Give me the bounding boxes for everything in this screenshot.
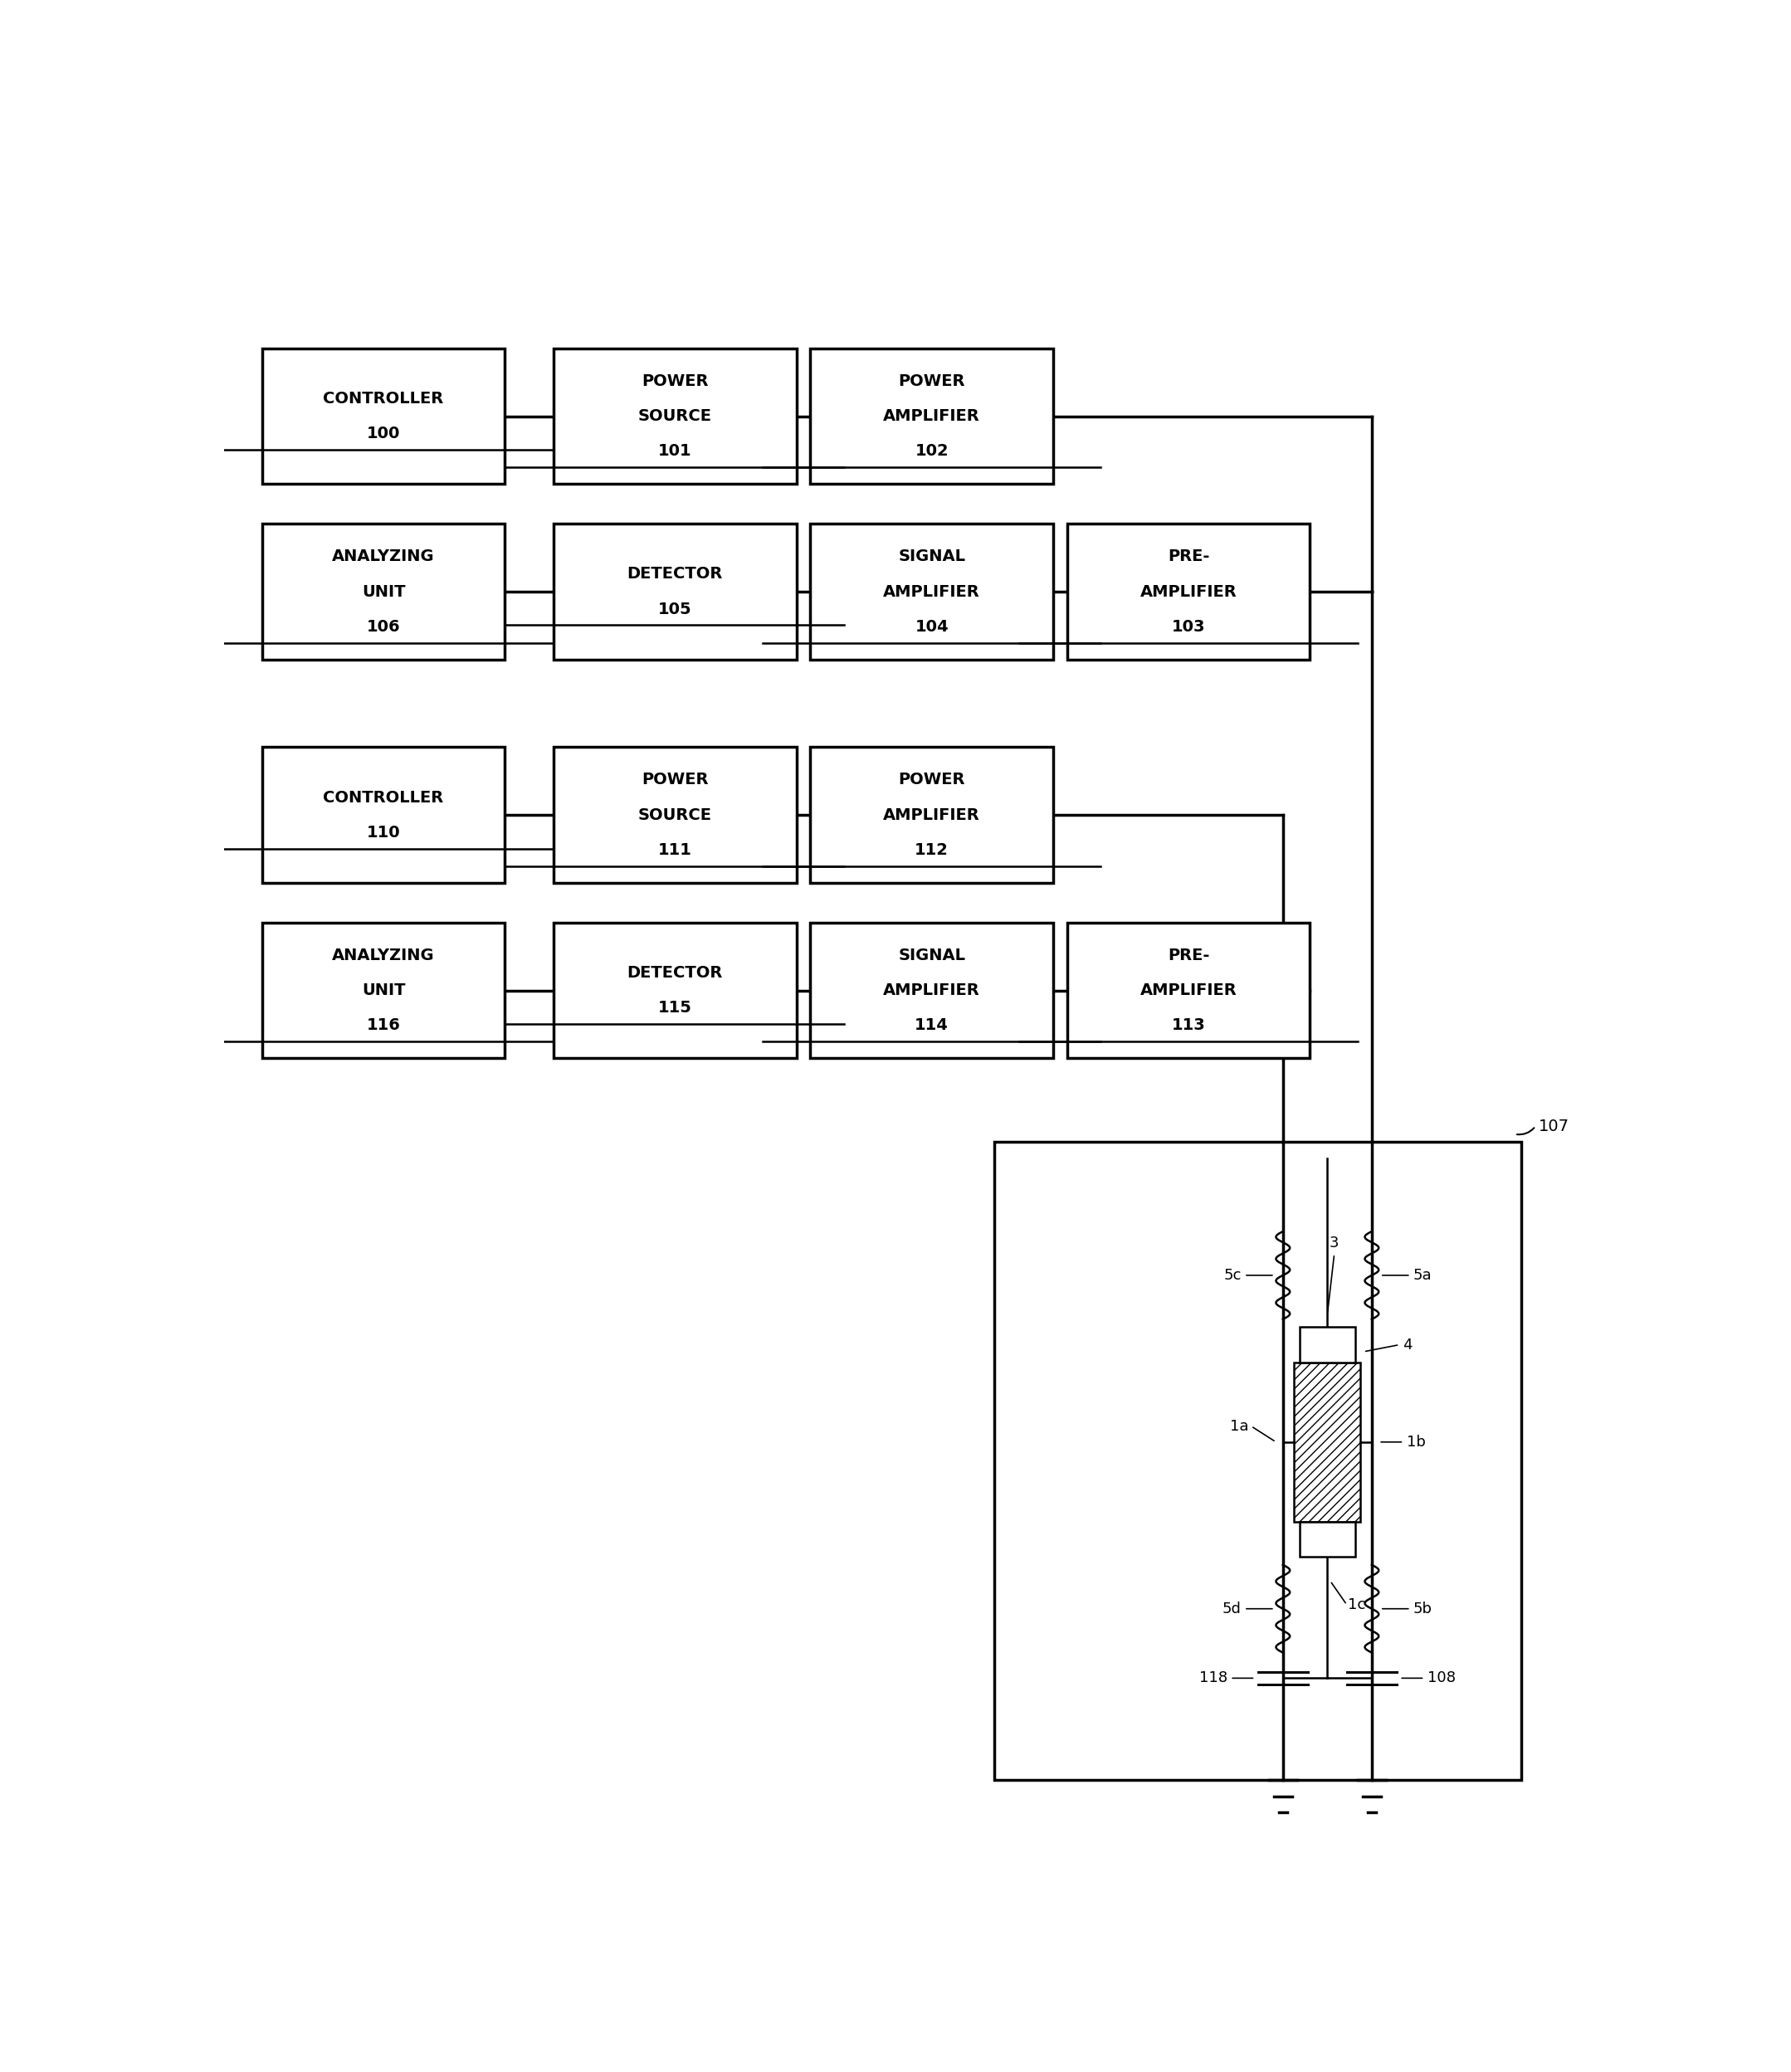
Bar xyxy=(1300,1328,1356,1361)
Text: SIGNAL: SIGNAL xyxy=(897,549,965,564)
Bar xyxy=(810,922,1053,1059)
Bar xyxy=(553,524,797,659)
Bar xyxy=(261,524,505,659)
Text: 101: 101 xyxy=(657,443,691,460)
Text: 112: 112 xyxy=(915,841,949,858)
Text: UNIT: UNIT xyxy=(362,584,405,599)
Bar xyxy=(261,922,505,1059)
Text: 3: 3 xyxy=(1329,1235,1340,1251)
Text: 110: 110 xyxy=(367,825,401,841)
Text: DETECTOR: DETECTOR xyxy=(627,566,724,582)
Text: 100: 100 xyxy=(367,427,399,441)
Text: SOURCE: SOURCE xyxy=(638,408,711,425)
Text: 1b: 1b xyxy=(1406,1434,1426,1450)
Text: AMPLIFIER: AMPLIFIER xyxy=(883,982,980,999)
Bar xyxy=(261,348,505,485)
Text: 5a: 5a xyxy=(1413,1268,1433,1283)
Bar xyxy=(810,348,1053,485)
Text: 104: 104 xyxy=(915,620,949,634)
Text: DETECTOR: DETECTOR xyxy=(627,966,724,980)
Bar xyxy=(553,922,797,1059)
Text: 113: 113 xyxy=(1171,1017,1205,1034)
Text: 107: 107 xyxy=(1538,1119,1569,1133)
Bar xyxy=(1067,922,1309,1059)
Bar xyxy=(1300,1521,1356,1556)
Text: 5c: 5c xyxy=(1223,1268,1241,1283)
Text: 102: 102 xyxy=(915,443,949,460)
Bar xyxy=(261,748,505,883)
Bar xyxy=(553,748,797,883)
Text: 1c: 1c xyxy=(1349,1598,1367,1612)
Text: POWER: POWER xyxy=(641,773,709,787)
Bar xyxy=(1067,524,1309,659)
Text: POWER: POWER xyxy=(899,373,965,390)
Bar xyxy=(1295,1361,1361,1521)
Text: AMPLIFIER: AMPLIFIER xyxy=(1141,584,1238,599)
Text: UNIT: UNIT xyxy=(362,982,405,999)
Text: CONTROLLER: CONTROLLER xyxy=(322,789,444,806)
Bar xyxy=(994,1142,1522,1780)
Text: 5d: 5d xyxy=(1221,1602,1241,1616)
Text: 1a: 1a xyxy=(1230,1419,1248,1434)
Text: CONTROLLER: CONTROLLER xyxy=(322,392,444,406)
Text: AMPLIFIER: AMPLIFIER xyxy=(1141,982,1238,999)
Text: 118: 118 xyxy=(1200,1670,1227,1687)
Text: PRE-: PRE- xyxy=(1168,549,1209,564)
Text: SIGNAL: SIGNAL xyxy=(897,947,965,963)
Bar xyxy=(553,348,797,485)
Text: AMPLIFIER: AMPLIFIER xyxy=(883,808,980,823)
Bar xyxy=(810,748,1053,883)
Text: 116: 116 xyxy=(367,1017,401,1034)
Bar xyxy=(810,524,1053,659)
Text: 5b: 5b xyxy=(1413,1602,1433,1616)
Text: POWER: POWER xyxy=(641,373,709,390)
Text: ANALYZING: ANALYZING xyxy=(331,549,435,564)
Text: 106: 106 xyxy=(367,620,401,634)
Text: 108: 108 xyxy=(1427,1670,1456,1687)
Text: PRE-: PRE- xyxy=(1168,947,1209,963)
Text: AMPLIFIER: AMPLIFIER xyxy=(883,408,980,425)
Text: 4: 4 xyxy=(1402,1336,1411,1353)
Text: 115: 115 xyxy=(657,1001,691,1015)
Text: 111: 111 xyxy=(657,841,691,858)
Text: 103: 103 xyxy=(1171,620,1205,634)
Text: ANALYZING: ANALYZING xyxy=(331,947,435,963)
Text: AMPLIFIER: AMPLIFIER xyxy=(883,584,980,599)
Text: SOURCE: SOURCE xyxy=(638,808,711,823)
Text: 114: 114 xyxy=(915,1017,949,1034)
Text: POWER: POWER xyxy=(899,773,965,787)
Text: 105: 105 xyxy=(657,601,691,617)
